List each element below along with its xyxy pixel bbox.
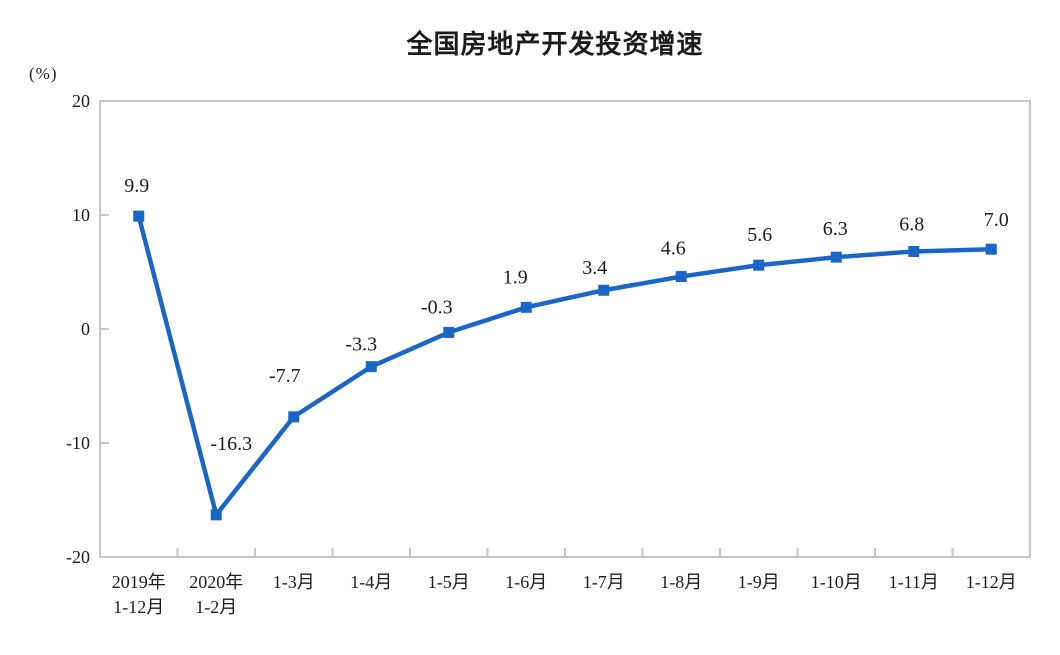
y-axis-unit-label: (%) (29, 64, 58, 83)
data-point-marker (908, 245, 920, 257)
y-axis-tick-label: -20 (66, 547, 90, 567)
data-point-marker (133, 210, 145, 222)
data-label: -0.3 (421, 296, 453, 318)
data-label: -7.7 (269, 365, 301, 387)
x-axis-label: 1-6月 (505, 572, 547, 592)
data-label: 4.6 (661, 238, 686, 260)
data-point-marker (830, 251, 842, 263)
x-axis-label: 1-12月 (966, 572, 1017, 592)
growth-line-series (136, 215, 992, 520)
data-label: 7.0 (984, 209, 1009, 231)
data-label: 6.3 (823, 218, 848, 240)
data-point-marker (753, 259, 765, 271)
x-axis-label: 1-7月 (583, 572, 625, 592)
y-axis-tick-label: 20 (72, 91, 90, 111)
x-axis-label: 2019年 1-12月 (112, 572, 166, 617)
x-axis-label: 1-9月 (738, 572, 780, 592)
data-label: 9.9 (124, 175, 149, 197)
x-axis-label: 1-5月 (428, 572, 470, 592)
data-label: 1.9 (503, 266, 528, 288)
chart-title: 全国房地产开发投资增速 (406, 29, 704, 59)
data-point-marker (985, 243, 997, 255)
x-axis-label: 1-11月 (889, 572, 939, 592)
data-label: 3.4 (582, 257, 607, 279)
x-axis-label: 1-4月 (350, 572, 392, 592)
x-axis-label: 2020年 1-2月 (189, 572, 243, 617)
data-label: 5.6 (747, 224, 772, 246)
data-label: -3.3 (345, 334, 377, 356)
data-point-marker (675, 271, 687, 283)
data-point-marker (598, 284, 610, 296)
data-point-marker (210, 509, 222, 521)
x-axis-label: 1-8月 (660, 572, 702, 592)
y-axis-tick-label: 10 (72, 205, 90, 225)
data-point-marker (288, 411, 300, 423)
y-axis-tick-label: -10 (66, 433, 90, 453)
y-axis-tick-label: 0 (81, 319, 90, 339)
data-point-marker (365, 361, 377, 373)
data-label: 6.8 (899, 213, 924, 235)
data-label: -16.3 (210, 433, 252, 455)
data-point-marker (443, 326, 455, 338)
x-axis-label: 1-3月 (273, 572, 315, 592)
data-point-marker (520, 301, 532, 313)
x-axis-label: 1-10月 (811, 572, 862, 592)
